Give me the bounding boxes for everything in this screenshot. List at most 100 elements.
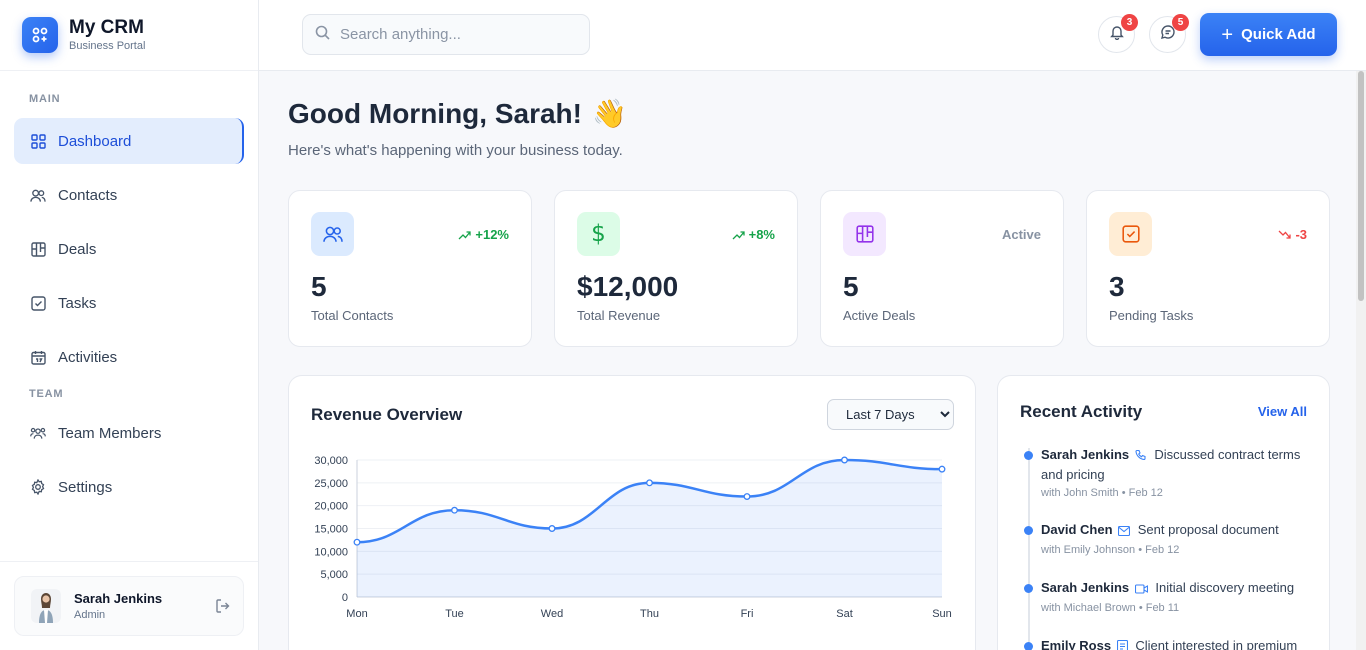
section-label-team: TEAM bbox=[29, 388, 64, 400]
x-tick-label: Tue bbox=[445, 608, 464, 620]
sidebar-item-contacts[interactable]: Contacts bbox=[14, 172, 244, 218]
video-icon bbox=[1134, 581, 1148, 599]
data-point bbox=[646, 479, 653, 487]
search-input[interactable] bbox=[340, 26, 570, 43]
user-card[interactable]: Sarah Jenkins Admin bbox=[14, 576, 244, 636]
x-tick-label: Fri bbox=[741, 608, 754, 620]
sidebar-item-settings[interactable]: Settings bbox=[14, 464, 244, 510]
sidebar-item-label: Settings bbox=[58, 478, 113, 496]
plus-icon: + bbox=[1221, 23, 1234, 46]
brand[interactable]: My CRM Business Portal bbox=[0, 0, 258, 71]
stat-card-tasks[interactable]: -3 3 Pending Tasks bbox=[1086, 190, 1330, 347]
phone-icon bbox=[1135, 448, 1147, 466]
activity-item[interactable]: David Chen Sent proposal document with E… bbox=[1024, 521, 1314, 556]
checkbox-icon bbox=[1109, 212, 1152, 256]
activity-item[interactable]: Sarah Jenkins Initial discovery meeting … bbox=[1024, 579, 1314, 614]
sidebar: My CRM Business Portal MAIN Dashboard Co… bbox=[0, 0, 259, 650]
page-subtitle: Here's what's happening with your busine… bbox=[288, 142, 623, 159]
sidebar-item-label: Activities bbox=[58, 348, 118, 366]
activity-person: Emily Ross bbox=[1041, 638, 1112, 650]
stat-value: 3 bbox=[1109, 271, 1125, 302]
kanban-icon bbox=[30, 241, 46, 257]
trend-down-icon bbox=[1278, 230, 1292, 239]
stat-card-revenue[interactable]: $ +8% $12,000 Total Revenue bbox=[554, 190, 798, 347]
activity-person: Sarah Jenkins bbox=[1041, 447, 1130, 462]
data-point bbox=[743, 493, 751, 500]
date-range-select[interactable]: Last 7 Days bbox=[827, 399, 954, 430]
x-tick-label: Sun bbox=[932, 608, 952, 620]
stat-label: Total Contacts bbox=[311, 308, 394, 323]
y-tick-label: 15,000 bbox=[314, 524, 348, 536]
user-role: Admin bbox=[74, 609, 106, 621]
note-icon bbox=[1116, 639, 1128, 650]
activity-meta: with Emily Johnson • Feb 12 bbox=[1041, 544, 1180, 556]
x-tick-label: Thu bbox=[640, 608, 659, 620]
activity-meta: with John Smith • Feb 12 bbox=[1041, 487, 1163, 499]
user-name: Sarah Jenkins bbox=[74, 591, 163, 606]
recent-activity-card: Recent Activity View All Sarah Jenkins D… bbox=[997, 375, 1330, 650]
greeting-text: Good Morning, Sarah! bbox=[288, 97, 582, 129]
brand-name: My CRM bbox=[69, 17, 144, 38]
revenue-overview-card: Revenue Overview Last 7 Days 0 5,000 10,00… bbox=[288, 375, 976, 650]
sidebar-item-label: Team Members bbox=[58, 424, 162, 442]
data-point bbox=[938, 465, 946, 473]
activity-text: Client interested in premium bbox=[1135, 638, 1298, 650]
activity-item[interactable]: Emily Ross Client interested in premium bbox=[1024, 637, 1314, 650]
chat-icon bbox=[1160, 24, 1176, 45]
brand-subtitle: Business Portal bbox=[69, 40, 146, 52]
activity-text: Initial discovery meeting bbox=[1155, 580, 1295, 595]
timeline-dot bbox=[1024, 526, 1033, 535]
sidebar-item-label: Contacts bbox=[58, 186, 118, 204]
timeline-dot bbox=[1024, 451, 1033, 460]
gear-icon bbox=[30, 479, 46, 495]
data-point bbox=[841, 456, 848, 464]
avatar bbox=[31, 589, 61, 623]
stat-value: 5 bbox=[311, 271, 327, 302]
messages-button[interactable]: 5 bbox=[1149, 14, 1189, 53]
scrollbar-thumb[interactable] bbox=[1358, 71, 1364, 301]
quick-add-button[interactable]: + Quick Add bbox=[1200, 13, 1337, 56]
checkbox-icon bbox=[30, 295, 46, 311]
timeline-dot bbox=[1024, 584, 1033, 593]
sidebar-item-activities[interactable]: Activities bbox=[14, 334, 244, 380]
stat-value: 5 bbox=[843, 271, 859, 302]
stat-card-contacts[interactable]: +12% 5 Total Contacts bbox=[288, 190, 532, 347]
team-icon bbox=[30, 425, 46, 441]
y-tick-label: 25,000 bbox=[314, 478, 348, 490]
sidebar-item-team-members[interactable]: Team Members bbox=[14, 410, 244, 456]
sidebar-item-tasks[interactable]: Tasks bbox=[14, 280, 244, 326]
page-scrollbar[interactable] bbox=[1356, 71, 1366, 650]
activity-item[interactable]: Sarah Jenkins Discussed contract terms a… bbox=[1024, 446, 1314, 499]
area-fill bbox=[357, 460, 942, 597]
search-box[interactable] bbox=[302, 14, 590, 55]
notifications-button[interactable]: 3 bbox=[1098, 14, 1138, 53]
logout-icon[interactable] bbox=[215, 598, 231, 619]
stat-card-deals[interactable]: Active 5 Active Deals bbox=[820, 190, 1064, 347]
search-icon bbox=[315, 25, 330, 45]
activity-text: Sent proposal document bbox=[1137, 522, 1279, 537]
stat-label: Total Revenue bbox=[577, 308, 661, 323]
sidebar-item-dashboard[interactable]: Dashboard bbox=[14, 118, 244, 164]
dollar-icon: $ bbox=[577, 212, 620, 256]
sidebar-item-label: Dashboard bbox=[58, 132, 132, 150]
data-point bbox=[548, 525, 556, 532]
revenue-chart: 0 5,000 10,000 15,000 20,000 25,000 30,000 Mon T… bbox=[314, 455, 952, 620]
sidebar-item-label: Deals bbox=[58, 240, 97, 258]
stat-label: Pending Tasks bbox=[1109, 308, 1194, 323]
activity-person: David Chen bbox=[1041, 522, 1113, 537]
view-all-link[interactable]: View All bbox=[1257, 404, 1307, 419]
kanban-icon bbox=[843, 212, 886, 256]
timeline-line bbox=[1028, 448, 1030, 650]
data-point bbox=[353, 538, 361, 546]
stat-trend: +12% bbox=[458, 227, 509, 242]
stat-trend: +8% bbox=[732, 227, 775, 242]
sidebar-item-deals[interactable]: Deals bbox=[14, 226, 244, 272]
top-header: 3 5 + Quick Add bbox=[259, 0, 1366, 71]
activity-title: Recent Activity bbox=[1020, 402, 1143, 421]
activity-person: Sarah Jenkins bbox=[1041, 580, 1130, 595]
brand-logo-icon bbox=[22, 17, 58, 53]
chart-title: Revenue Overview bbox=[311, 405, 463, 424]
stat-trend: -3 bbox=[1278, 227, 1307, 242]
users-icon bbox=[30, 187, 46, 203]
sidebar-item-label: Tasks bbox=[58, 294, 97, 312]
